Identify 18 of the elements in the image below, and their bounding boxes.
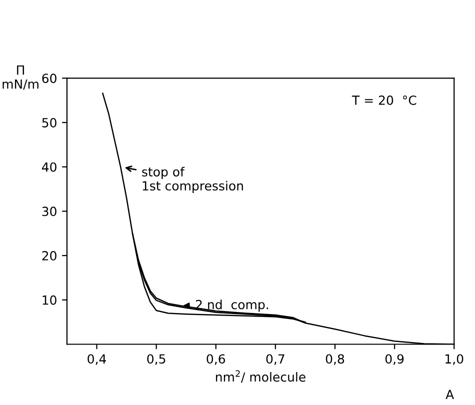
y-tick-label: 20 (42, 251, 56, 260)
annotation: stop of 1st compression (142, 166, 243, 193)
y-tick-label: 50 (42, 118, 56, 128)
annotation: T = 20 °C (352, 95, 416, 105)
x-tick-label: 1,0 (446, 354, 464, 365)
x-tick-label: 0,4 (88, 354, 106, 365)
y-tick-label: 10 (42, 295, 56, 305)
y-tick-label: 30 (42, 206, 56, 216)
y-axis-title: Π mN/m (2, 66, 38, 90)
x-tick-label: 0,7 (266, 354, 284, 365)
x-tick-label: 0,8 (326, 354, 344, 365)
x-tick-label: 0,6 (206, 354, 226, 365)
y-tick-label: 60 (42, 74, 56, 84)
y-tick-label: 40 (42, 162, 56, 172)
x-tick-label: 0,9 (385, 354, 404, 365)
x-axis-title: nm$^{2}$/ molecule (216, 370, 306, 383)
x-tick-label: 0,5 (147, 354, 166, 365)
text: A (446, 390, 454, 399)
